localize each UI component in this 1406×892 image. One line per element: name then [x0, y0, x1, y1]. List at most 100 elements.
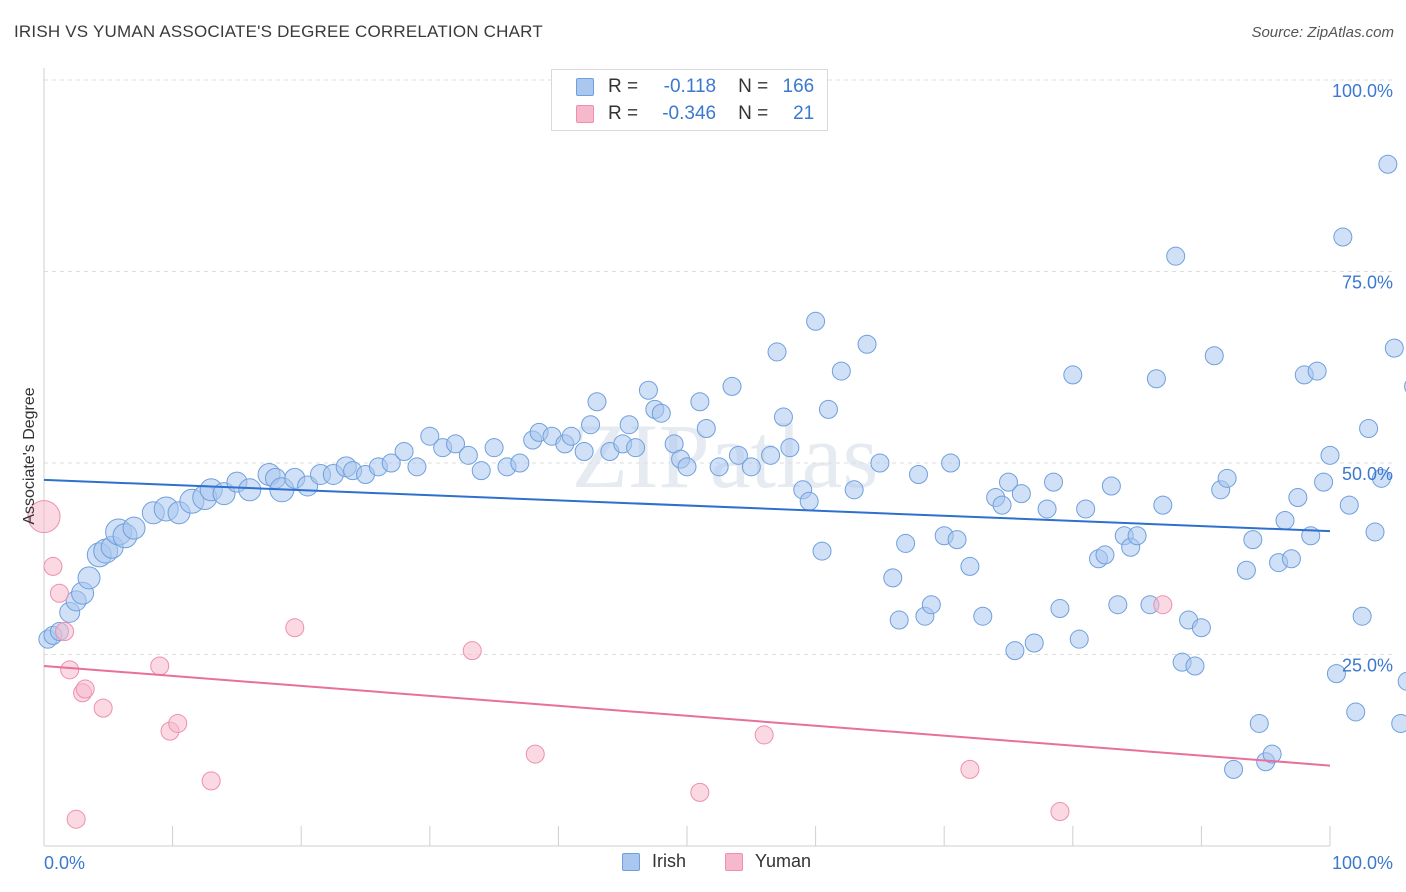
irish-point — [561, 426, 581, 446]
irish-point — [1346, 702, 1366, 722]
legend-item-irish[interactable]: Irish — [622, 851, 686, 872]
yuman-point — [66, 809, 86, 829]
y-tick-label: 75.0% — [1342, 273, 1393, 293]
yuman-point — [285, 618, 305, 638]
irish-point — [1339, 495, 1359, 515]
irish-point — [780, 438, 800, 458]
irish-point — [1101, 476, 1121, 496]
yuman-point — [960, 759, 980, 779]
irish-point — [1359, 419, 1379, 439]
irish-point — [1288, 487, 1308, 507]
yuman-point — [201, 771, 221, 791]
irish-point — [812, 541, 832, 561]
irish-point — [1108, 595, 1128, 615]
irish-point — [889, 610, 909, 630]
irish-point — [1365, 522, 1385, 542]
y-axis-label: Associate's Degree — [21, 387, 38, 524]
irish-point — [696, 419, 716, 439]
irish-point — [1127, 526, 1147, 546]
irish-swatch — [622, 852, 640, 871]
irish-point — [1262, 744, 1282, 764]
irish-point — [420, 426, 440, 446]
irish-point — [896, 533, 916, 553]
legend-item-yuman[interactable]: Yuman — [725, 851, 811, 872]
correlation-legend: R = -0.118 N = 166 R = -0.346 N = 21 — [551, 69, 828, 131]
irish-point — [844, 480, 864, 500]
irish-points — [38, 154, 1406, 779]
irish-point — [1024, 633, 1044, 653]
irish-point — [722, 376, 742, 396]
yuman-point — [27, 500, 61, 534]
irish-point — [973, 606, 993, 626]
r-value: -0.118 — [663, 76, 717, 97]
irish-point — [709, 457, 729, 477]
irish-point — [831, 361, 851, 381]
tick-labels: 25.0% 50.0% 75.0% 100.0% 0.0% 100.0% — [44, 81, 1393, 873]
r-value: -0.346 — [662, 103, 717, 124]
irish-point — [238, 478, 262, 502]
irish-point — [818, 399, 838, 419]
irish-point — [394, 442, 414, 462]
r-label: R = — [608, 76, 639, 97]
irish-point — [1011, 484, 1031, 504]
irish-point — [1166, 246, 1186, 266]
irish-point — [806, 311, 826, 331]
irish-point — [1069, 629, 1089, 649]
irish-point — [1391, 713, 1406, 733]
irish-point — [1384, 338, 1404, 358]
irish-point — [1236, 560, 1256, 580]
n-label: N = — [738, 103, 769, 124]
irish-point — [761, 445, 781, 465]
irish-point — [1307, 361, 1327, 381]
yuman-point — [754, 725, 774, 745]
yuman-point — [75, 679, 95, 699]
yuman-point — [150, 656, 170, 676]
irish-point — [1146, 369, 1166, 389]
yuman-swatch — [725, 852, 743, 871]
irish-point — [1185, 656, 1205, 676]
irish-point — [908, 464, 928, 484]
irish-point — [458, 445, 478, 465]
irish-trend-line — [43, 478, 1331, 533]
irish-point — [446, 434, 466, 454]
irish-point — [1153, 495, 1173, 515]
irish-point — [1249, 713, 1269, 733]
irish-point — [947, 530, 967, 550]
irish-point — [1063, 365, 1083, 385]
irish-point — [1320, 445, 1340, 465]
irish-point — [1044, 472, 1064, 492]
irish-point — [1314, 472, 1334, 492]
yuman-point — [690, 782, 710, 802]
yuman-point — [525, 744, 545, 764]
irish-point — [626, 438, 646, 458]
irish-point — [857, 334, 877, 354]
yuman-point — [1050, 802, 1070, 822]
irish-point — [651, 403, 671, 423]
irish-point — [510, 453, 530, 473]
yuman-points — [27, 500, 1173, 829]
axes — [43, 68, 1331, 847]
irish-point — [1352, 606, 1372, 626]
yuman-point — [93, 698, 113, 718]
irish-point — [484, 438, 504, 458]
irish-point — [1204, 346, 1224, 366]
irish-point — [677, 457, 697, 477]
irish-point — [1397, 671, 1406, 691]
irish-point — [581, 415, 601, 435]
irish-point — [1281, 549, 1301, 569]
irish-point — [1333, 227, 1353, 247]
irish-swatch — [576, 78, 594, 96]
irish-point — [638, 380, 658, 400]
yuman-swatch — [576, 105, 594, 123]
irish-point — [1378, 154, 1398, 174]
x-tick-label: 0.0% — [44, 853, 85, 873]
irish-point — [619, 415, 639, 435]
yuman-point — [1153, 595, 1173, 615]
irish-point — [1275, 510, 1295, 530]
irish-point — [960, 556, 980, 576]
irish-point — [773, 407, 793, 427]
x-tick-label: 100.0% — [1332, 853, 1393, 873]
yuman-point — [60, 660, 80, 680]
irish-point — [767, 342, 787, 362]
irish-point — [471, 461, 491, 481]
